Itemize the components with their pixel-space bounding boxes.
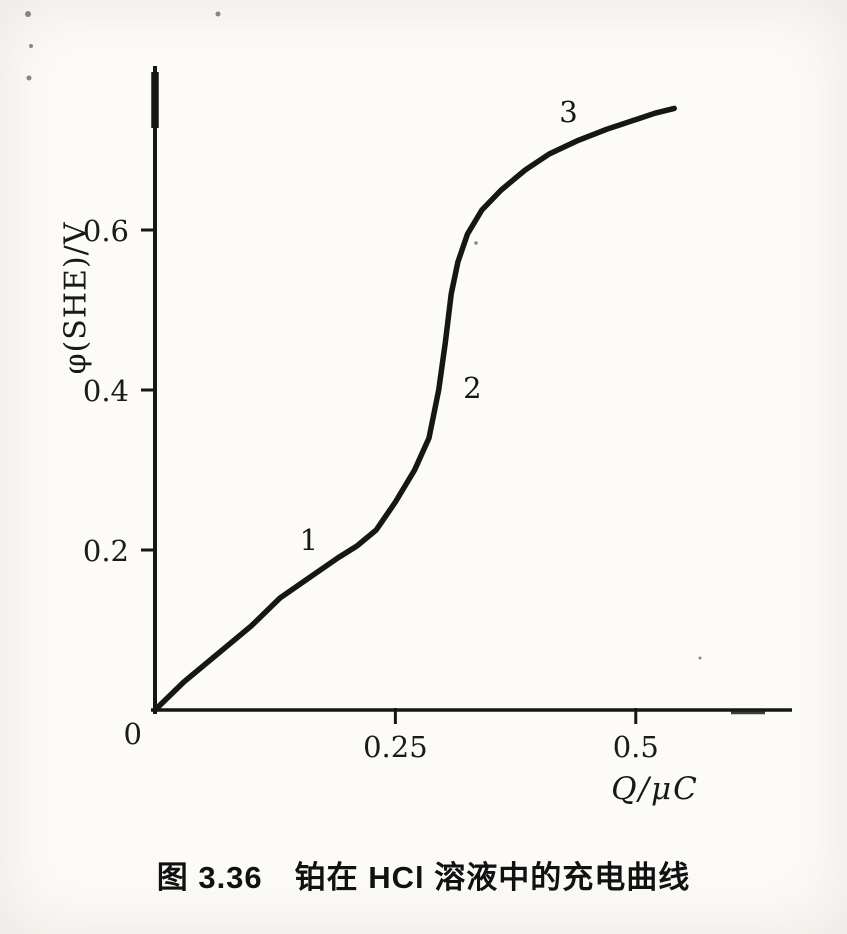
curve-region-label-1: 1: [300, 523, 318, 557]
curve-region-label-3: 3: [559, 95, 577, 129]
x-tick-label: 0.5: [613, 730, 659, 764]
scan-speck: [25, 11, 31, 17]
y-tick-label: 0.4: [83, 374, 129, 408]
scan-speck: [215, 11, 221, 17]
x-axis-label: Q/μC: [611, 771, 699, 807]
x-tick-label: 0.25: [363, 730, 428, 764]
scan-speck: [474, 241, 478, 245]
scan-speck: [26, 75, 32, 81]
scan-speck: [29, 44, 33, 48]
origin-label: 0: [124, 717, 142, 751]
y-tick-label: 0.6: [83, 214, 129, 248]
y-axis-label: φ(SHE)/V: [58, 221, 94, 375]
scan-speck: [698, 656, 702, 660]
curve-region-label-2: 2: [463, 371, 481, 405]
y-tick-label: 0.2: [83, 534, 129, 568]
figure-caption: 图 3.36 铂在 HCl 溶液中的充电曲线: [156, 860, 691, 895]
charging-curve-line: [152, 105, 677, 713]
